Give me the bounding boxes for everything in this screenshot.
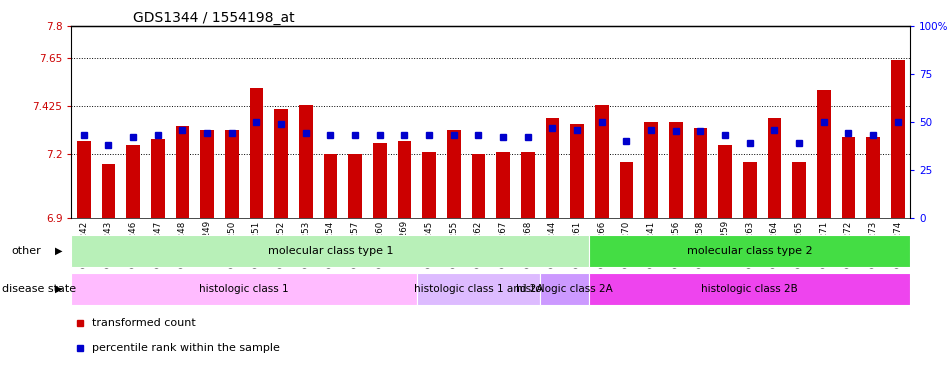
Bar [767,118,781,218]
Text: ▶: ▶ [55,284,63,294]
Text: histologic class 1: histologic class 1 [199,284,288,294]
Bar [644,122,657,218]
Bar [102,164,115,218]
Text: molecular class type 2: molecular class type 2 [686,246,812,256]
Bar [540,273,589,305]
Text: transformed count: transformed count [92,318,196,328]
Bar [668,122,682,218]
Bar [865,137,879,218]
Text: percentile rank within the sample: percentile rank within the sample [92,343,280,353]
Text: disease state: disease state [2,284,76,294]
Bar [589,235,909,267]
Bar [324,154,337,218]
Bar [416,273,540,305]
Text: GDS1344 / 1554198_at: GDS1344 / 1554198_at [133,11,295,25]
Bar [249,88,263,218]
Bar [175,126,189,218]
Text: histologic class 1 and 2A: histologic class 1 and 2A [413,284,543,294]
Bar [791,162,805,218]
Bar [594,105,608,218]
Bar [225,130,238,218]
Bar [422,152,435,217]
Bar [496,152,509,217]
Bar [841,137,854,218]
Text: ▶: ▶ [55,246,63,256]
Bar [299,105,312,218]
Bar [446,130,460,218]
Bar [521,152,534,217]
Bar [274,109,288,217]
Bar [150,139,165,218]
Text: histologic class 2B: histologic class 2B [701,284,798,294]
Bar [471,154,485,218]
Text: histologic class 2A: histologic class 2A [516,284,612,294]
Bar [71,235,589,267]
Bar [890,60,903,217]
Bar [545,118,559,218]
Bar [372,143,387,218]
Bar [71,273,416,305]
Bar [127,145,140,218]
Bar [397,141,411,218]
Bar [200,130,213,218]
Text: other: other [11,246,41,256]
Bar [589,273,909,305]
Bar [693,128,706,217]
Bar [77,141,90,218]
Bar [816,90,830,218]
Text: molecular class type 1: molecular class type 1 [268,246,393,256]
Bar [718,145,731,218]
Bar [619,162,632,218]
Bar [569,124,584,218]
Bar [348,154,362,218]
Bar [743,162,756,218]
